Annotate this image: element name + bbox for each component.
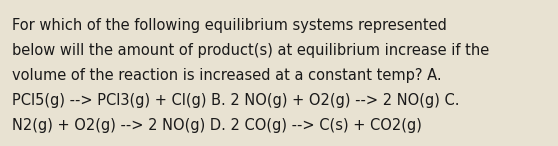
Text: PCl5(g) --> PCl3(g) + Cl(g) B. 2 NO(g) + O2(g) --> 2 NO(g) C.: PCl5(g) --> PCl3(g) + Cl(g) B. 2 NO(g) +… <box>12 93 459 108</box>
Text: below will the amount of product(s) at equilibrium increase if the: below will the amount of product(s) at e… <box>12 43 489 58</box>
Text: For which of the following equilibrium systems represented: For which of the following equilibrium s… <box>12 18 447 33</box>
Text: volume of the reaction is increased at a constant temp? A.: volume of the reaction is increased at a… <box>12 68 441 83</box>
Text: N2(g) + O2(g) --> 2 NO(g) D. 2 CO(g) --> C(s) + CO2(g): N2(g) + O2(g) --> 2 NO(g) D. 2 CO(g) -->… <box>12 118 422 133</box>
